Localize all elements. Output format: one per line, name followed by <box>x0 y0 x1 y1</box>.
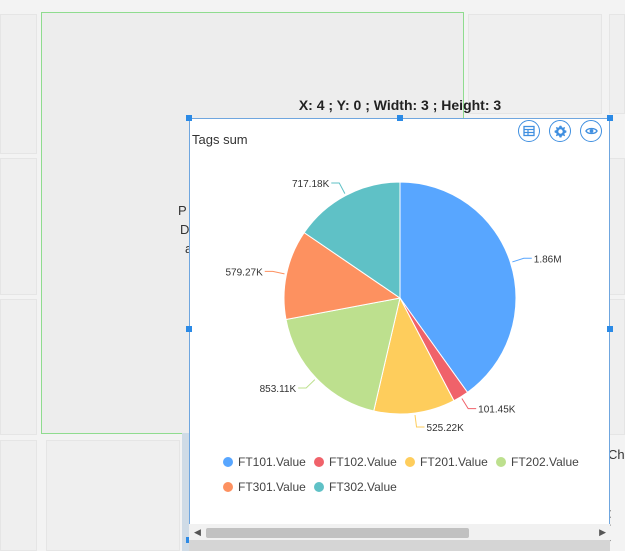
resize-handle[interactable] <box>397 115 403 121</box>
grid-cell <box>609 14 625 114</box>
pie-slice-ft301-value[interactable] <box>283 231 402 321</box>
label-leader-line <box>512 257 532 263</box>
eye-icon <box>584 127 598 135</box>
legend-label: FT101.Value <box>238 455 306 469</box>
slice-data-label: 853.11K <box>260 384 297 395</box>
legend-item-ft302-value[interactable]: FT302.Value <box>314 480 397 494</box>
settings-button[interactable] <box>549 120 571 142</box>
grid-cell <box>0 14 37 154</box>
scrollbar-thumb[interactable] <box>206 528 469 538</box>
legend-pie-icon <box>223 457 233 467</box>
position-label: X: 4 ; Y: 0 ; Width: 3 ; Height: 3 <box>298 97 502 113</box>
preview-button[interactable] <box>580 120 602 142</box>
grid-cell <box>468 14 602 114</box>
legend-item-ft102-value[interactable]: FT102.Value <box>314 455 397 469</box>
label-leader-line <box>461 398 477 410</box>
resize-handle[interactable] <box>186 115 192 121</box>
legend-pie-icon <box>405 457 415 467</box>
widget-title: Tags sum <box>192 132 248 147</box>
side-widget-title: Cha <box>608 447 625 462</box>
grid-cell <box>609 158 625 295</box>
gear-icon <box>554 125 566 138</box>
slice-data-label: 717.18K <box>292 179 330 190</box>
legend-label: FT202.Value <box>511 455 579 469</box>
pie-slice-ft302-value[interactable] <box>303 181 401 299</box>
legend-item-ft301-value[interactable]: FT301.Value <box>223 480 306 494</box>
legend-label: FT302.Value <box>329 480 397 494</box>
pie-chart: 1.86M 101.45K 525.22K 853.11K 579.27K 717.18K <box>225 179 562 434</box>
legend-label: FT102.Value <box>329 455 397 469</box>
slice-data-label: 1.86M <box>534 254 562 265</box>
legend-pie-icon <box>496 457 506 467</box>
grid-cell <box>609 299 625 435</box>
grid-cell <box>0 158 37 295</box>
slice-data-label: 525.22K <box>427 423 465 434</box>
table-icon <box>523 125 535 137</box>
label-leader-line <box>298 379 316 389</box>
label-leader-line <box>264 270 285 275</box>
ghost-text-line: a <box>185 239 192 258</box>
grid-cell <box>0 440 37 551</box>
pie-slice-ft202-value[interactable] <box>285 297 401 412</box>
slice-data-label: 101.45K <box>478 405 516 416</box>
grid-cell <box>0 299 37 435</box>
widget-footer-strip <box>189 540 610 551</box>
ghost-text-line: D <box>180 222 190 237</box>
legend-pie-icon <box>314 457 324 467</box>
resize-handle[interactable] <box>607 115 613 121</box>
scroll-left-icon[interactable]: ◀ <box>194 527 201 537</box>
pie-slice-ft201-value[interactable] <box>373 296 455 415</box>
chart-widget[interactable]: Tags sum 1.86M 101.45K 525.22K 853.11K 579.2… <box>189 118 610 541</box>
pie-slice-ft101-value[interactable] <box>399 181 517 394</box>
legend-pie-icon <box>223 482 233 492</box>
resize-strip <box>182 433 190 551</box>
legend-item-ft101-value[interactable]: FT101.Value <box>223 455 306 469</box>
ghost-text-line: P <box>178 203 187 218</box>
legend-pie-icon <box>314 482 324 492</box>
resize-handle[interactable] <box>186 326 192 332</box>
legend-label: FT301.Value <box>238 480 306 494</box>
legend-item-ft202-value[interactable]: FT202.Value <box>496 455 579 469</box>
scroll-right-icon[interactable]: ▶ <box>599 527 606 537</box>
resize-handle[interactable] <box>607 326 613 332</box>
horizontal-scrollbar[interactable]: ◀ ▶ <box>189 524 610 540</box>
grid-cell <box>46 440 180 551</box>
legend-item-ft201-value[interactable]: FT201.Value <box>405 455 488 469</box>
legend-label: FT201.Value <box>420 455 488 469</box>
slice-data-label: 579.27K <box>225 267 263 278</box>
label-leader-line <box>414 414 425 428</box>
label-leader-line <box>331 182 346 194</box>
table-view-button[interactable] <box>518 120 540 142</box>
